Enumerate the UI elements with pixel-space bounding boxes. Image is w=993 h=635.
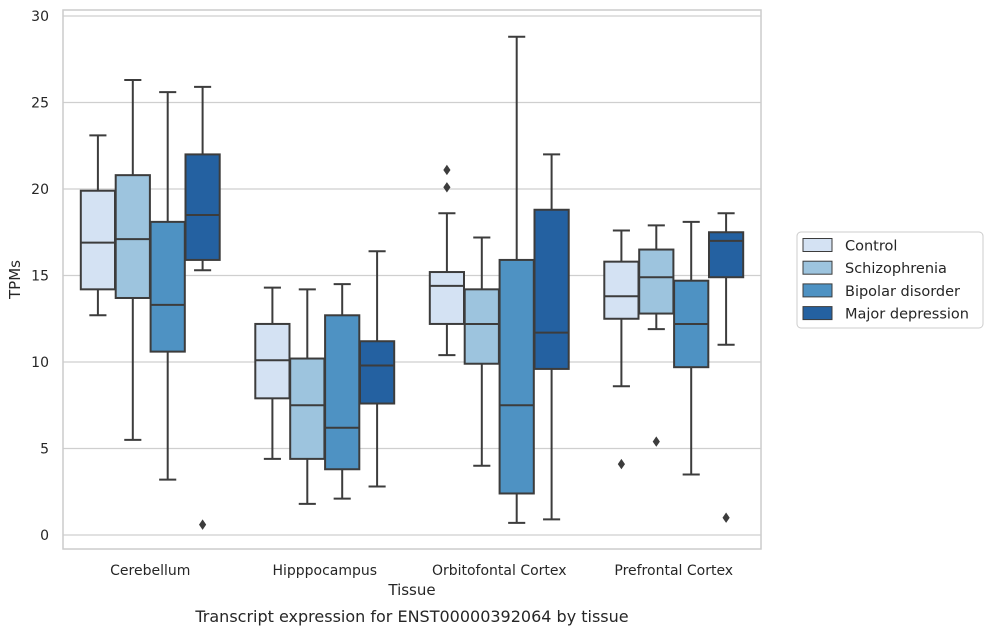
box-iqr — [533, 208, 570, 370]
y-axis-label: TPMs — [6, 260, 24, 300]
x-tick-label: Hipppocampus — [272, 563, 377, 579]
x-tick-labels: Cerebellum Hipppocampus Orbitofontal Corte… — [110, 563, 733, 579]
legend-frame — [796, 231, 984, 329]
outlier-point — [652, 436, 660, 447]
outlier-point — [199, 519, 207, 530]
y-tick-label: 5 — [40, 442, 49, 458]
box-major-depression-3 — [707, 212, 745, 523]
box-bipolar-disorder-3 — [673, 220, 710, 476]
box-iqr — [324, 314, 361, 471]
x-axis-label: Tissue — [387, 581, 435, 599]
box-iqr — [289, 357, 326, 460]
outlier-point — [443, 164, 451, 176]
legend-label: Major depression — [845, 307, 969, 323]
outlier-point — [443, 182, 451, 193]
y-tick-label: 25 — [31, 96, 49, 112]
box-iqr — [184, 153, 221, 261]
legend-label: Control — [845, 239, 897, 255]
plot-frame — [62, 9, 762, 550]
box-iqr — [603, 260, 640, 320]
box-schizophrenia-1 — [289, 288, 326, 505]
box-bipolar-disorder-1 — [324, 283, 361, 500]
box-major-depression-0 — [184, 85, 221, 530]
box-iqr — [428, 271, 466, 325]
legend: Control Schizophrenia Bipolar disorder Majo… — [796, 231, 984, 329]
box-control-1 — [254, 286, 291, 460]
box-schizophrenia-2 — [463, 236, 500, 467]
legend-swatch — [802, 238, 833, 252]
box-iqr — [498, 258, 535, 495]
outlier-point — [722, 512, 730, 523]
legend-swatch — [802, 283, 833, 298]
y-tick-label: 15 — [31, 269, 49, 285]
x-tick-label: Cerebellum — [110, 563, 190, 579]
box-iqr — [114, 174, 151, 299]
box-iqr — [463, 288, 500, 365]
box-major-depression-1 — [358, 250, 396, 488]
box-iqr — [79, 189, 117, 291]
box-iqr — [707, 231, 745, 279]
y-tick-label: 0 — [40, 528, 49, 544]
x-tick-label: Orbitofontal Cortex — [432, 563, 567, 579]
box-iqr — [638, 248, 675, 315]
legend-items: Control Schizophrenia Bipolar disorder Majo… — [802, 238, 969, 323]
y-tick-label: 10 — [31, 355, 49, 371]
box-control-2 — [428, 164, 466, 357]
y-tick-label: 30 — [31, 9, 49, 25]
legend-label: Schizophrenia — [845, 261, 947, 277]
legend-swatch — [802, 306, 833, 321]
box-control-0 — [79, 134, 117, 317]
legend-swatch — [802, 260, 833, 275]
box-major-depression-2 — [533, 153, 570, 521]
box-schizophrenia-0 — [114, 79, 151, 441]
y-tick-label: 20 — [31, 182, 49, 198]
y-tick-labels: 0 5 10 15 20 25 30 — [31, 9, 49, 544]
box-iqr — [358, 340, 396, 405]
chart-title: Transcript expression for ENST0000039206… — [194, 607, 628, 626]
box-iqr — [149, 220, 186, 353]
box-schizophrenia-3 — [638, 224, 675, 447]
boxes — [79, 35, 745, 530]
box-control-3 — [603, 229, 640, 470]
box-bipolar-disorder-0 — [149, 91, 186, 481]
x-tick-label: Prefrontal Cortex — [614, 563, 733, 579]
outlier-point — [617, 458, 625, 470]
legend-label: Bipolar disorder — [845, 284, 960, 300]
box-bipolar-disorder-2 — [498, 35, 535, 524]
